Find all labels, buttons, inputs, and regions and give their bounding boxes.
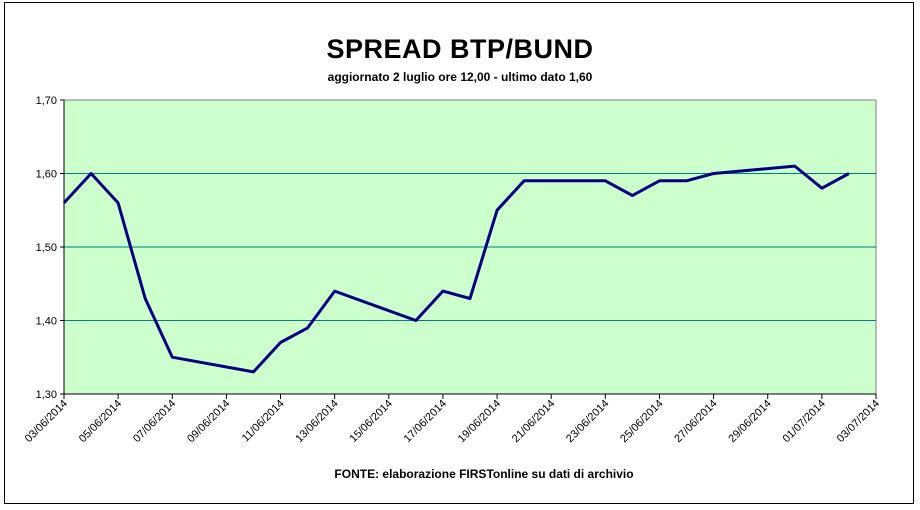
- x-tick-label: 25/06/2014: [618, 398, 665, 445]
- series-line: [62, 164, 850, 374]
- y-tick-label: 1,40: [36, 316, 57, 328]
- chart-subtitle: aggiornato 2 luglio ore 12,00 - ultimo d…: [327, 70, 593, 84]
- y-tick-label: 1,50: [36, 242, 57, 254]
- y-tick-label: 1,60: [36, 169, 57, 181]
- y-axis: 1,30 1,40 1,50 1,60 1,70: [36, 95, 65, 401]
- gridlines: [64, 173, 876, 321]
- x-tick-label: 11/06/2014: [240, 398, 287, 445]
- x-axis: 03/06/2014 05/06/2014 07/06/2014 09/06/2014…: [23, 393, 882, 445]
- chart-title: SPREAD BTP/BUND: [326, 34, 594, 64]
- x-tick-label: 13/06/2014: [293, 398, 340, 445]
- x-tick-label: 29/06/2014: [726, 398, 773, 445]
- x-tick-label: 21/06/2014: [510, 398, 557, 445]
- x-tick-label: 09/06/2014: [185, 398, 232, 445]
- y-tick-label: 1,30: [36, 389, 57, 401]
- x-tick-label: 19/06/2014: [456, 398, 503, 445]
- y-tick-label: 1,70: [36, 95, 57, 107]
- x-tick-label: 23/06/2014: [564, 398, 611, 445]
- x-tick-label: 03/06/2014: [23, 398, 70, 445]
- x-tick-label: 27/06/2014: [672, 398, 719, 445]
- x-tick-label: 15/06/2014: [348, 398, 395, 445]
- x-tick-label: 03/07/2014: [835, 398, 882, 445]
- source-note: FONTE: elaborazione FIRSTonline su dati …: [334, 467, 634, 481]
- x-tick-label: 07/06/2014: [131, 398, 178, 445]
- x-tick-label: 17/06/2014: [402, 398, 449, 445]
- x-tick-label: 05/06/2014: [77, 398, 124, 445]
- x-tick-label: 01/07/2014: [781, 398, 828, 445]
